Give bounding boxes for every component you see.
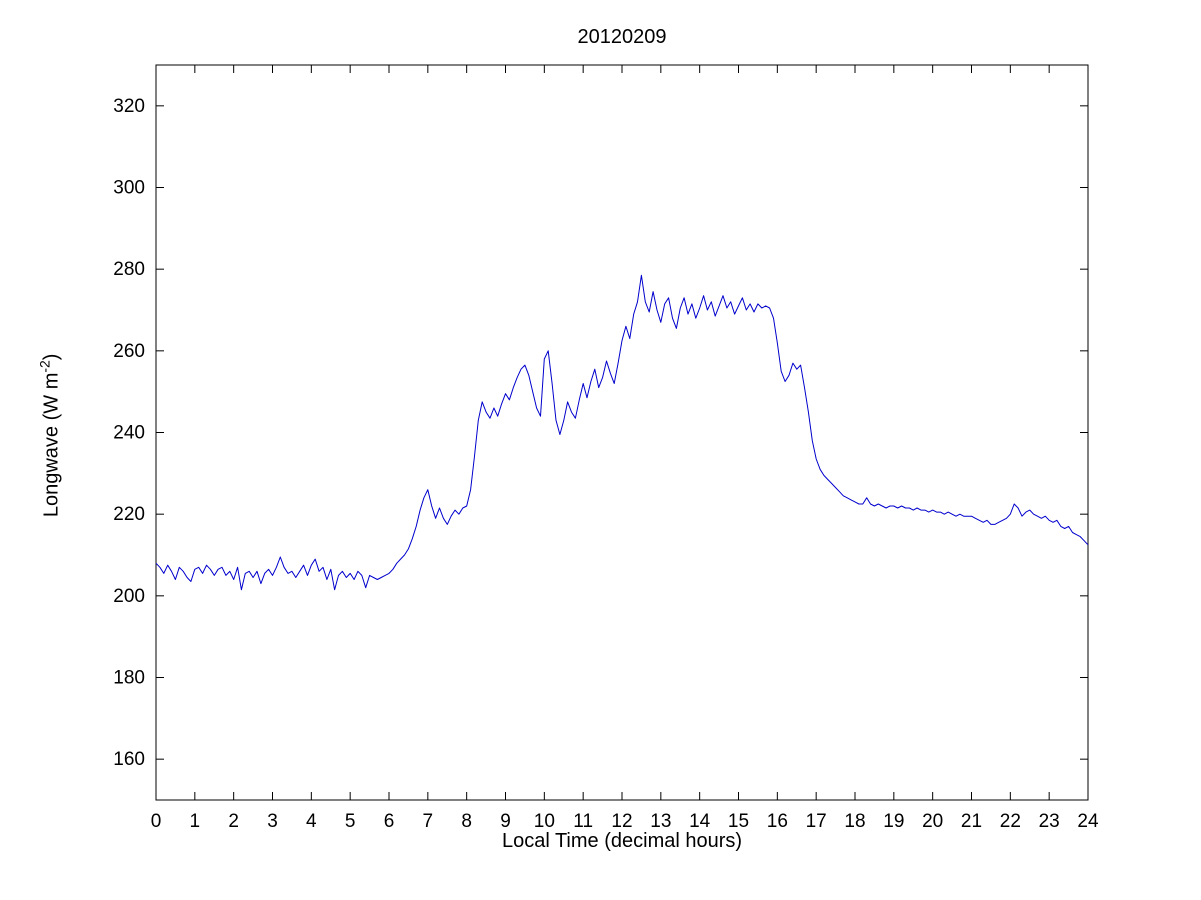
x-tick-label: 12: [611, 811, 632, 832]
x-tick-label: 17: [806, 811, 827, 832]
x-tick-label: 0: [151, 811, 162, 832]
x-tick-label: 2: [228, 811, 239, 832]
x-tick-label: 6: [384, 811, 395, 832]
y-tick-label: 200: [113, 586, 145, 607]
x-tick-label: 19: [883, 811, 904, 832]
x-tick-label: 22: [1000, 811, 1021, 832]
x-tick-label: 3: [267, 811, 278, 832]
x-tick-label: 18: [844, 811, 865, 832]
y-axis-label-superscript: -2: [36, 360, 53, 373]
x-tick-label: 21: [961, 811, 982, 832]
x-tick-label: 13: [650, 811, 671, 832]
chart-title: 20120209: [577, 26, 667, 48]
y-tick-label: 280: [113, 259, 145, 280]
x-tick-label: 24: [1077, 811, 1099, 832]
x-tick-label: 14: [689, 811, 711, 832]
x-tick-label: 5: [345, 811, 356, 832]
x-tick-label: 7: [423, 811, 434, 832]
longwave-series-line: [155, 274, 1089, 591]
y-axis-label: Longwave (W m-2): [37, 55, 64, 815]
x-tick-label: 23: [1039, 811, 1060, 832]
y-tick-label: 160: [113, 749, 145, 770]
x-tick-label: 1: [190, 811, 201, 832]
x-tick-label: 15: [728, 811, 749, 832]
y-tick-label: 300: [113, 178, 145, 199]
x-axis-label: Local Time (decimal hours): [501, 830, 743, 852]
x-tick-label: 9: [500, 811, 511, 832]
axes-box: [155, 64, 1089, 801]
x-tick-label: 4: [306, 811, 317, 832]
y-tick-label: 220: [113, 504, 145, 525]
x-tick-label: 8: [461, 811, 472, 832]
x-tick-label: 16: [767, 811, 788, 832]
y-tick-label: 320: [113, 96, 145, 117]
y-tick-label: 260: [113, 341, 145, 362]
y-axis-label-close: ): [40, 353, 63, 361]
x-tick-label: 10: [534, 811, 555, 832]
y-axis-label-text: Longwave (W m: [40, 372, 63, 518]
x-tick-label: 20: [922, 811, 943, 832]
y-tick-label: 180: [113, 668, 145, 689]
x-tick-label: 11: [573, 811, 593, 832]
y-tick-label: 240: [113, 423, 145, 444]
